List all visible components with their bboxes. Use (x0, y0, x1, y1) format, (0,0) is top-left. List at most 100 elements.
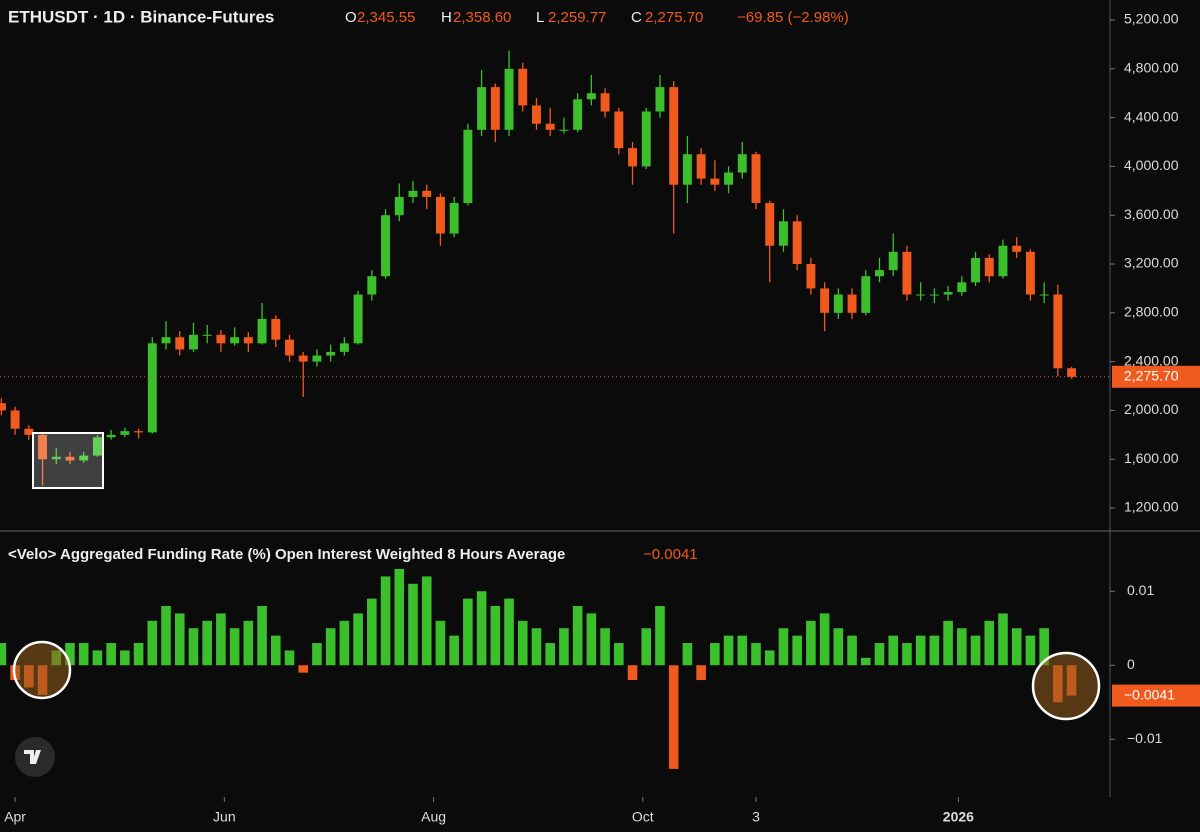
candle-body (326, 351, 336, 356)
candle-body (614, 111, 624, 149)
bar (1025, 635, 1036, 666)
candle-body (490, 87, 500, 130)
marks (0, 50, 1077, 769)
bar (394, 569, 405, 666)
candle-body (998, 245, 1008, 277)
bar (0, 643, 7, 666)
candle-body (902, 251, 912, 295)
bar (106, 643, 116, 666)
bar (284, 650, 295, 666)
candle-body (106, 434, 116, 438)
bar (751, 643, 761, 666)
last-price-tag (1112, 365, 1200, 388)
candle-body (92, 437, 102, 456)
bar (559, 628, 569, 666)
y-tick-label: 0.01 (1127, 582, 1154, 598)
candle-body (1067, 368, 1077, 377)
candle-body (449, 203, 459, 234)
y-tick-label: 4,800.00 (1124, 60, 1179, 76)
logo (15, 737, 55, 777)
y-tick-label: 1,200.00 (1124, 499, 1179, 515)
candle-body (573, 99, 583, 130)
candle-body (435, 196, 445, 234)
y-tick-label: 3,600.00 (1124, 206, 1179, 222)
candle-body (120, 431, 130, 435)
bar (449, 635, 459, 666)
bar (339, 620, 350, 666)
bar (929, 635, 940, 666)
candle-body (929, 294, 939, 296)
x-tick-label: Jun (213, 809, 236, 825)
last-price-label: 2,275.70 (1124, 367, 1179, 383)
candle-body (861, 276, 871, 313)
candle-body (10, 410, 20, 429)
bar (1011, 628, 1022, 666)
candle-body (724, 172, 734, 185)
x-tick-label: Oct (632, 809, 654, 825)
highlight-circle (12, 640, 72, 700)
candle-body (230, 337, 240, 344)
bar (655, 606, 665, 666)
bar (847, 635, 857, 666)
bar (970, 635, 981, 666)
bar (833, 628, 844, 666)
candle-body (792, 221, 802, 265)
bar (463, 598, 473, 666)
x-tick-label: 3 (752, 809, 760, 825)
candle-body (24, 428, 34, 435)
candle-body (1025, 251, 1035, 295)
bar (325, 628, 336, 666)
bar (545, 643, 555, 666)
bar (65, 643, 75, 666)
ohlc-value: 2,358.60 (453, 9, 511, 26)
ohlc-key: O (345, 9, 357, 26)
candle-body (847, 294, 857, 313)
candle-body (65, 456, 75, 461)
candle-body (751, 154, 761, 204)
bar (202, 620, 212, 666)
bar (682, 643, 693, 666)
y-tick-label: 2,000.00 (1124, 401, 1179, 417)
bar (778, 628, 789, 666)
bar (723, 635, 734, 666)
ohlc-key: L (536, 9, 544, 26)
candle-body (381, 215, 391, 277)
candle-body (51, 456, 61, 460)
y-tick-label: 2,400.00 (1124, 352, 1179, 368)
bar (435, 620, 446, 666)
bar (380, 576, 391, 666)
highlight-circle (1031, 651, 1101, 721)
ohlc-key: H (441, 9, 452, 26)
bar (312, 643, 322, 666)
y-tick-label: 3,200.00 (1124, 255, 1179, 271)
bar (792, 635, 802, 666)
bar (586, 613, 597, 666)
bar (641, 628, 652, 666)
candle-body (984, 257, 994, 277)
candle-body (38, 434, 47, 460)
bar (902, 643, 912, 666)
candle-body (243, 337, 253, 344)
candle-body (257, 318, 267, 344)
current-value-tag (1112, 684, 1200, 707)
x-tick-label: Apr (4, 809, 26, 825)
candle-body (641, 111, 651, 167)
candle-body (408, 190, 418, 197)
bar (874, 643, 885, 666)
candle-body (394, 196, 404, 216)
ohlc-value: 2,259.77 (548, 9, 606, 26)
y-tick-label: 1,600.00 (1124, 450, 1179, 466)
candle-body (134, 431, 144, 433)
candle-body (202, 334, 212, 336)
ohlc-value: 2,275.70 (645, 9, 703, 26)
y-tick-label: 5,200.00 (1124, 11, 1179, 27)
candle-body (916, 294, 926, 296)
bar (915, 635, 926, 666)
bar (188, 628, 199, 666)
bar (476, 591, 487, 666)
bar (600, 628, 610, 666)
y-tick-label: 0 (1127, 656, 1135, 672)
y-tick-label: 4,000.00 (1124, 157, 1179, 173)
